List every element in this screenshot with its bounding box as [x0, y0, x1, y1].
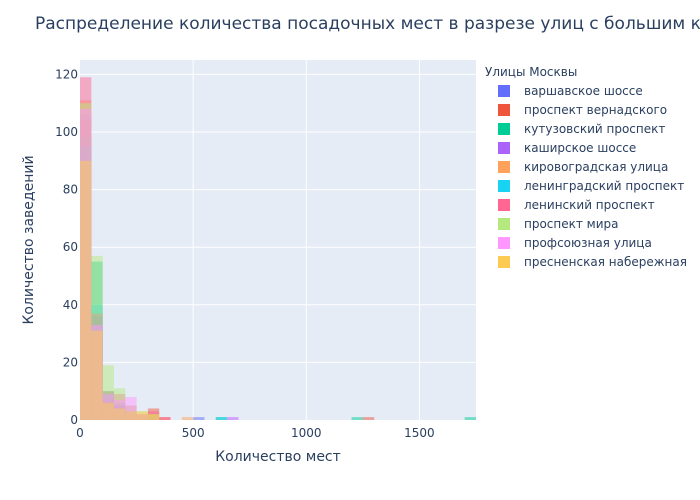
y-tick-label: 20: [63, 355, 78, 369]
histogram-bar: [113, 408, 126, 420]
x-tick-label: 1000: [291, 426, 322, 440]
histogram-bar: [125, 396, 137, 420]
x-tick-label: 500: [182, 426, 205, 440]
legend-swatch: [498, 85, 510, 97]
histogram-bar: [102, 402, 114, 420]
histogram-bar: [181, 417, 194, 420]
legend-label: варшавское шоссе: [524, 84, 643, 98]
y-tick-label: 100: [55, 125, 78, 139]
legend-label: проспект вернадского: [524, 103, 667, 117]
histogram-bar: [362, 417, 375, 420]
histogram-bar: [91, 330, 103, 420]
y-axis-ticks: 0 20 40 60 80 100 120: [55, 67, 78, 427]
histogram-bar: [147, 414, 160, 420]
y-tick-label: 80: [63, 183, 78, 197]
legend-swatch: [498, 142, 510, 154]
legend-item[interactable]: проспект мира: [498, 217, 619, 231]
histogram-bar: [227, 417, 239, 420]
y-tick-label: 0: [70, 413, 78, 427]
legend-label: каширское шоссе: [524, 141, 636, 155]
legend-label: кировоградская улица: [524, 160, 668, 174]
legend-swatch: [498, 161, 510, 173]
grid-lines: [80, 60, 476, 420]
y-tick-label: 60: [63, 240, 78, 254]
legend-label: кутузовский проспект: [524, 122, 665, 136]
histogram-bar: [125, 411, 137, 420]
legend-label: проспект мира: [524, 217, 619, 231]
legend: Улицы Москвы варшавское шоссе проспект ве…: [485, 65, 687, 269]
x-tick-label: 0: [76, 426, 84, 440]
histogram-bars: [80, 77, 476, 421]
legend-label: ленинский проспект: [524, 198, 655, 212]
histogram-bar: [464, 417, 476, 420]
histogram-bar: [80, 160, 92, 421]
legend-swatch: [498, 199, 510, 211]
legend-swatch: [498, 237, 510, 249]
y-axis-title: Количество заведений: [21, 155, 37, 324]
x-axis-ticks: 0 500 1000 1500: [76, 426, 435, 440]
legend-swatch: [498, 180, 510, 192]
x-axis-title: Количество мест: [215, 449, 341, 465]
legend-label: профсоюзная улица: [524, 236, 652, 250]
legend-item[interactable]: ленинградский проспект: [498, 179, 684, 193]
legend-title: Улицы Москвы: [485, 65, 577, 79]
legend-item[interactable]: проспект вернадского: [498, 103, 667, 117]
histogram-bar: [215, 417, 228, 420]
legend-label: пресненская набережная: [524, 255, 687, 269]
y-tick-label: 40: [63, 298, 78, 312]
histogram-bar: [136, 411, 148, 420]
legend-item[interactable]: кировоградская улица: [498, 160, 668, 174]
plot-area: [80, 60, 476, 420]
histogram-bar: [102, 365, 114, 420]
histogram-bar: [193, 417, 205, 420]
histogram-bar: [159, 417, 171, 420]
x-tick-label: 1500: [404, 426, 435, 440]
legend-swatch: [498, 256, 510, 268]
legend-label: ленинградский проспект: [524, 179, 684, 193]
legend-item[interactable]: каширское шоссе: [498, 141, 636, 155]
legend-item[interactable]: профсоюзная улица: [498, 236, 652, 250]
series-group: [80, 160, 160, 421]
legend-swatch: [498, 218, 510, 230]
legend-item[interactable]: кутузовский проспект: [498, 122, 665, 136]
chart-title: Распределение количества посадочных мест…: [35, 14, 700, 34]
legend-item[interactable]: ленинский проспект: [498, 198, 655, 212]
histogram-bar: [351, 417, 363, 420]
legend-item[interactable]: пресненская набережная: [498, 255, 687, 269]
legend-swatch: [498, 123, 510, 135]
legend-item[interactable]: варшавское шоссе: [498, 84, 643, 98]
y-tick-label: 120: [55, 67, 78, 81]
legend-swatch: [498, 104, 510, 116]
